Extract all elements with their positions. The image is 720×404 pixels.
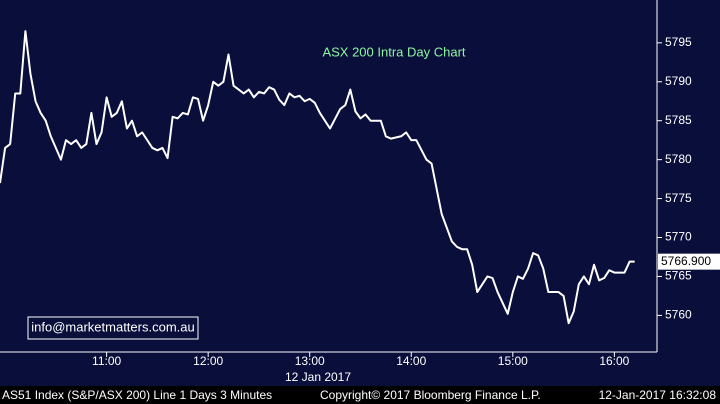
- y-tick-label: 5790: [665, 74, 692, 88]
- footer-left: AS51 Index (S&P/ASX 200) Line 1 Days 3 M…: [2, 388, 272, 402]
- x-tick-label: 11:00: [92, 354, 121, 368]
- y-tick-label: 5775: [665, 191, 692, 205]
- last-price-label: 5766.900: [661, 254, 711, 268]
- x-tick-label: 13:00: [295, 354, 325, 368]
- y-tick-label: 5770: [665, 230, 692, 244]
- background: [0, 0, 720, 386]
- y-tick-label: 5780: [665, 152, 692, 166]
- footer-middle: Copyright© 2017 Bloomberg Finance L.P.: [320, 388, 541, 402]
- x-tick-label: 12:00: [193, 354, 223, 368]
- last-price-box: [658, 253, 720, 270]
- footer-bar: [0, 386, 720, 404]
- x-tick-label: 14:00: [396, 354, 426, 368]
- chart-title: ASX 200 Intra Day Chart: [322, 44, 465, 59]
- contact-box: [27, 316, 199, 340]
- y-tick-label: 5795: [665, 35, 692, 49]
- y-tick-label: 5785: [665, 113, 692, 127]
- price-line: [0, 30, 635, 325]
- footer-right: 12-Jan-2017 16:32:08: [599, 388, 717, 402]
- x-tick-label: 16:00: [599, 354, 629, 368]
- contact: info@marketmatters.com.au: [31, 319, 194, 334]
- date-label: 12 Jan 2017: [285, 370, 351, 384]
- y-tick-label: 5760: [665, 308, 692, 322]
- y-tick-label: 5765: [665, 269, 692, 283]
- x-tick-label: 15:00: [498, 354, 528, 368]
